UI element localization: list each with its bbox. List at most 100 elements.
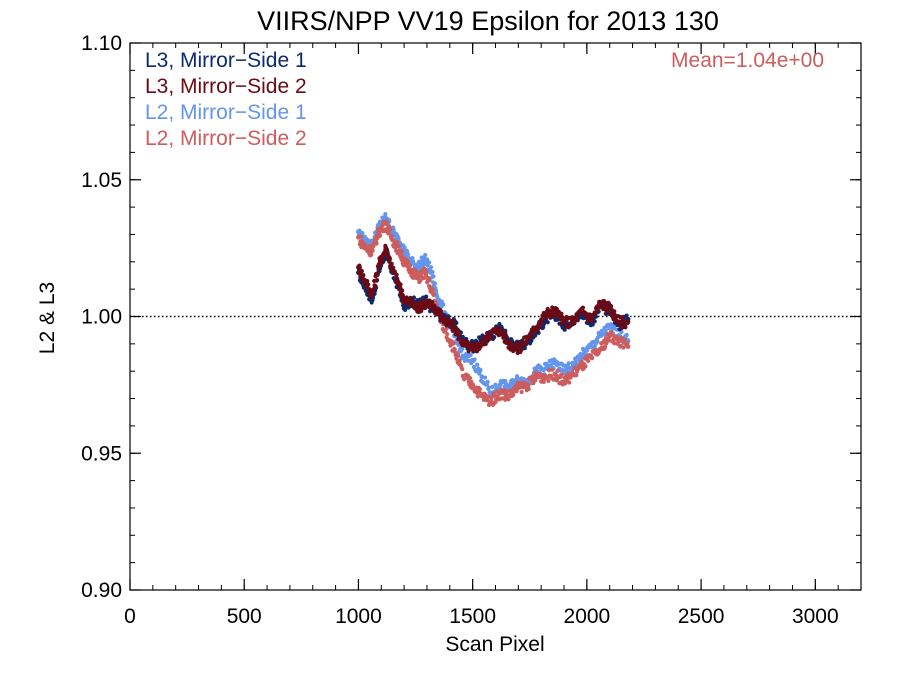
data-point (387, 257, 392, 262)
data-point (379, 261, 384, 266)
data-point (558, 321, 563, 326)
data-point (503, 330, 508, 336)
data-point (377, 233, 383, 238)
x-tick-label: 500 (227, 605, 262, 628)
data-point (443, 326, 448, 332)
data-point (375, 272, 380, 277)
legend-entry: L2, Mirror−Side 2 (145, 127, 307, 150)
x-tick-label: 3000 (792, 605, 839, 628)
data-point (514, 387, 520, 392)
data-point (369, 300, 374, 305)
data-point (396, 243, 402, 248)
data-point (395, 239, 400, 245)
y-tick-label: 0.95 (81, 442, 122, 465)
data-point (424, 270, 429, 275)
data-point (497, 390, 502, 396)
data-point (477, 387, 482, 392)
data-point (466, 349, 471, 354)
data-point (370, 248, 375, 253)
data-point (545, 320, 550, 325)
data-point (541, 318, 546, 323)
data-point (541, 367, 546, 372)
data-point (514, 340, 519, 345)
data-point (528, 335, 533, 340)
y-tick-label: 1.10 (81, 32, 122, 55)
data-point (486, 394, 491, 400)
y-tick-label: 0.90 (81, 579, 122, 602)
data-point (608, 304, 614, 309)
mean-annotation: Mean=1.04e+00 (671, 49, 824, 72)
legend-entry: L3, Mirror−Side 2 (145, 75, 307, 98)
data-point (426, 260, 432, 265)
data-point (390, 238, 395, 243)
legend-entry: L2, Mirror−Side 1 (145, 101, 307, 124)
data-point (533, 370, 539, 375)
data-point (621, 345, 626, 350)
series-points (356, 243, 631, 356)
data-point (357, 265, 363, 270)
data-point (376, 266, 381, 271)
data-point (609, 332, 614, 338)
data-point (358, 234, 363, 239)
data-point (440, 312, 445, 317)
data-point (548, 315, 553, 320)
data-points (356, 212, 631, 408)
data-point (467, 376, 473, 381)
x-tick-labels: 0 500 1000 1500 2000 2500 3000 (124, 605, 839, 628)
data-point (482, 375, 488, 380)
data-point (469, 379, 474, 385)
data-point (455, 327, 460, 332)
data-point (612, 341, 617, 346)
data-point (366, 282, 371, 287)
data-point (374, 241, 379, 246)
data-point (554, 378, 559, 383)
data-point (460, 342, 465, 348)
data-point (485, 379, 490, 384)
data-point (608, 322, 614, 327)
data-point (486, 385, 492, 390)
data-point (494, 325, 499, 331)
data-point (509, 342, 514, 347)
data-point (624, 313, 629, 318)
data-point (533, 378, 538, 383)
data-point (365, 279, 370, 284)
data-point (374, 278, 379, 283)
data-point (559, 311, 564, 316)
data-point (537, 324, 542, 329)
data-point (360, 230, 365, 236)
data-point (431, 274, 436, 279)
data-point (398, 282, 403, 287)
data-point (405, 252, 411, 257)
data-point (423, 252, 428, 258)
data-point (612, 324, 617, 329)
data-point (559, 372, 564, 377)
data-point (546, 378, 551, 383)
data-point (566, 361, 571, 366)
data-point (589, 356, 595, 361)
data-point (499, 327, 504, 332)
data-point (492, 393, 497, 398)
series-points (356, 212, 631, 398)
data-point (396, 236, 401, 241)
data-point (546, 368, 552, 373)
data-point (399, 252, 404, 257)
data-point (430, 269, 435, 275)
data-point (603, 344, 608, 349)
data-point (623, 325, 628, 330)
data-point (514, 374, 520, 379)
data-point (526, 386, 531, 392)
data-point (556, 362, 561, 367)
data-point (428, 265, 434, 270)
data-point (475, 362, 480, 367)
data-point (383, 212, 388, 217)
data-point (424, 294, 429, 299)
x-tick-label: 2000 (564, 605, 611, 628)
data-point (624, 332, 629, 338)
chart-title: VIIRS/NPP VV19 Epsilon for 2013 130 (257, 6, 719, 36)
data-point (478, 367, 483, 373)
data-point (385, 249, 390, 254)
data-point (589, 318, 595, 323)
data-point (468, 352, 473, 358)
data-point (402, 245, 407, 250)
